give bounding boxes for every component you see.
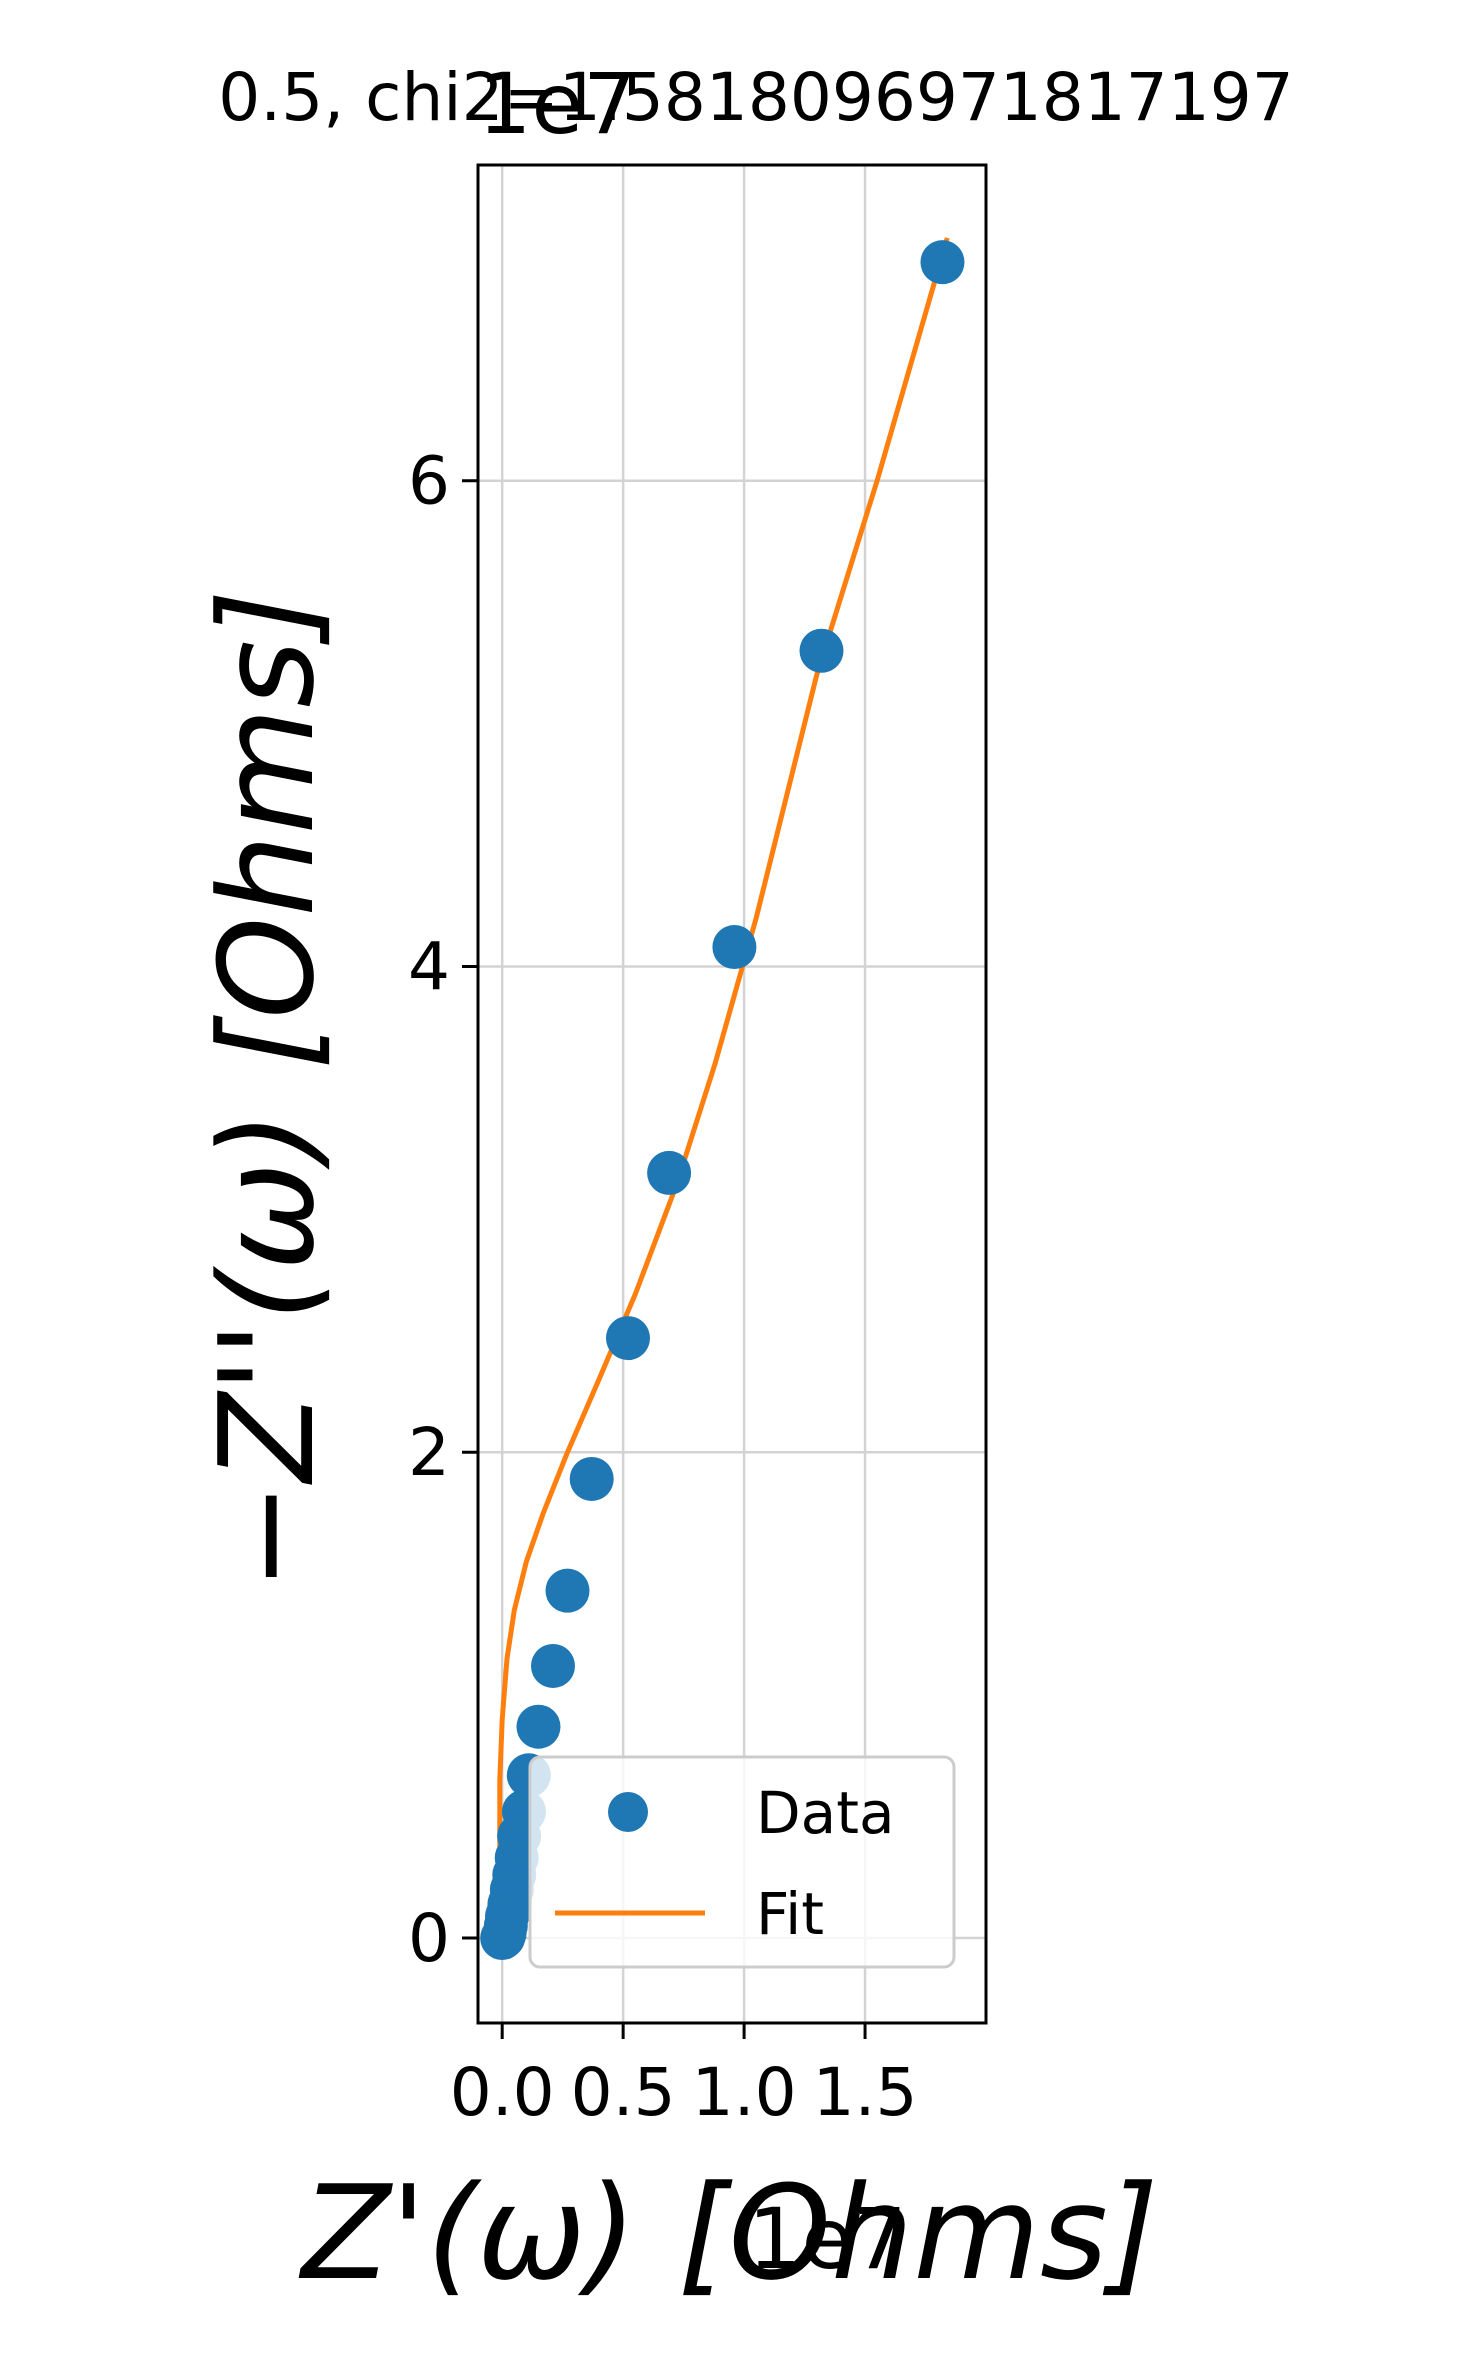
y-offset-label: 1e7	[478, 55, 637, 153]
data-point	[545, 1568, 590, 1613]
x-axis-label: Z'(ω) [Ohms]	[299, 2157, 1159, 2309]
data-point	[480, 1915, 525, 1960]
data-series	[480, 240, 965, 1960]
data-point	[920, 240, 965, 285]
y-axis-label: −Z''(ω) [Ohms]	[191, 589, 343, 1591]
plot-frame	[476, 163, 988, 2025]
axis-ticks: 0.0 0.5 1.0 1.5 0 2 4 6	[408, 443, 918, 2131]
data-point	[605, 1316, 650, 1361]
chart-title: 0.5, chi2=1.5818096971817197	[218, 59, 1294, 136]
legend-data-label: Data	[756, 1779, 895, 1847]
data-point	[799, 628, 844, 673]
data-point	[712, 925, 757, 970]
data-point	[647, 1150, 692, 1195]
x-tick-label: 1.5	[813, 2054, 918, 2131]
legend-data-marker	[608, 1792, 648, 1832]
fit-series	[497, 237, 950, 1939]
x-offset-label: 1e7	[748, 2190, 907, 2288]
x-tick-label: 0.0	[450, 2054, 555, 2131]
legend: Data Fit	[528, 1755, 956, 1969]
y-tick-label: 2	[408, 1414, 450, 1491]
data-point	[569, 1456, 614, 1501]
grid-lines	[478, 165, 986, 2023]
fit-line	[497, 237, 950, 1939]
x-tick-label: 0.5	[571, 2054, 676, 2131]
data-point	[516, 1704, 561, 1749]
y-tick-label: 0	[408, 1900, 450, 1977]
x-tick-label: 1.0	[692, 2054, 797, 2131]
y-tick-label: 4	[408, 928, 450, 1005]
legend-fit-label: Fit	[756, 1880, 824, 1948]
y-tick-label: 6	[408, 443, 450, 520]
data-point	[530, 1643, 575, 1688]
